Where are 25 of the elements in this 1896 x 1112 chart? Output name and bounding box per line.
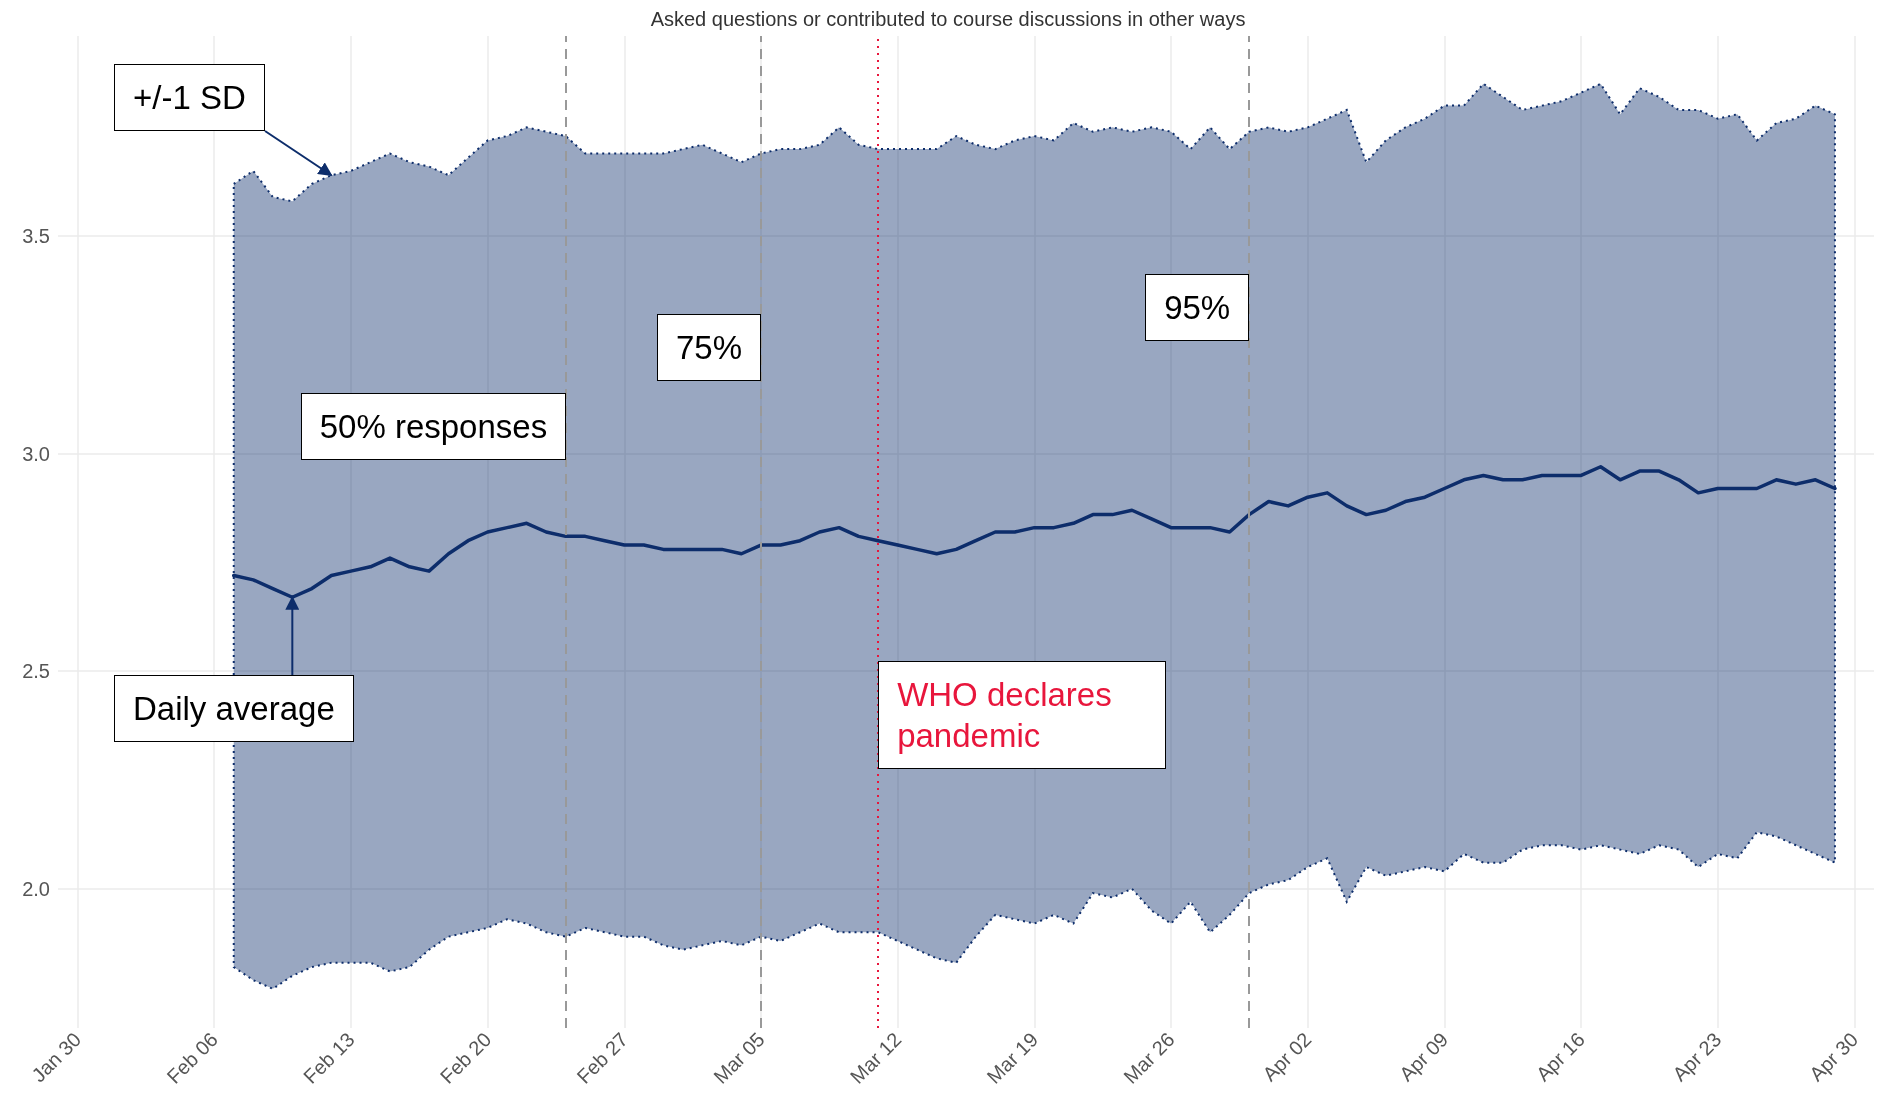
x-tick-label: Jan 30 [27,1028,86,1087]
x-tick-label: Mar 19 [982,1028,1043,1088]
x-tick-label: Apr 02 [1258,1028,1316,1086]
x-tick-label: Feb 13 [299,1028,359,1088]
x-tick-label: Apr 23 [1668,1028,1726,1086]
y-tick-label: 2.0 [22,877,50,900]
x-tick-label: Apr 30 [1805,1028,1863,1086]
ref-line-label: 50% responses [300,393,567,461]
ref-line-label: WHO declares pandemic [878,660,1167,770]
x-tick-label: Feb 20 [435,1028,496,1088]
y-tick-label: 3.0 [22,442,50,465]
x-tick-label: Apr 09 [1394,1028,1453,1086]
y-tick-label: 2.5 [22,660,50,683]
chart-title: Asked questions or contributed to course discussions in other ways [650,8,1246,30]
x-tick-label: Mar 12 [845,1028,906,1088]
annotation: +/-1 SD [114,64,265,132]
x-tick-label: Mar 26 [1119,1028,1179,1088]
x-tick-label: Mar 05 [709,1028,769,1088]
ref-line-label: 95% [1145,274,1250,342]
annotation: Daily average [114,675,354,743]
ref-line-label: 75% [656,313,762,381]
x-tick-label: Feb 27 [572,1028,633,1088]
x-tick-label: Apr 16 [1531,1028,1589,1086]
y-tick-label: 3.5 [22,225,50,248]
x-tick-label: Feb 06 [162,1028,222,1088]
